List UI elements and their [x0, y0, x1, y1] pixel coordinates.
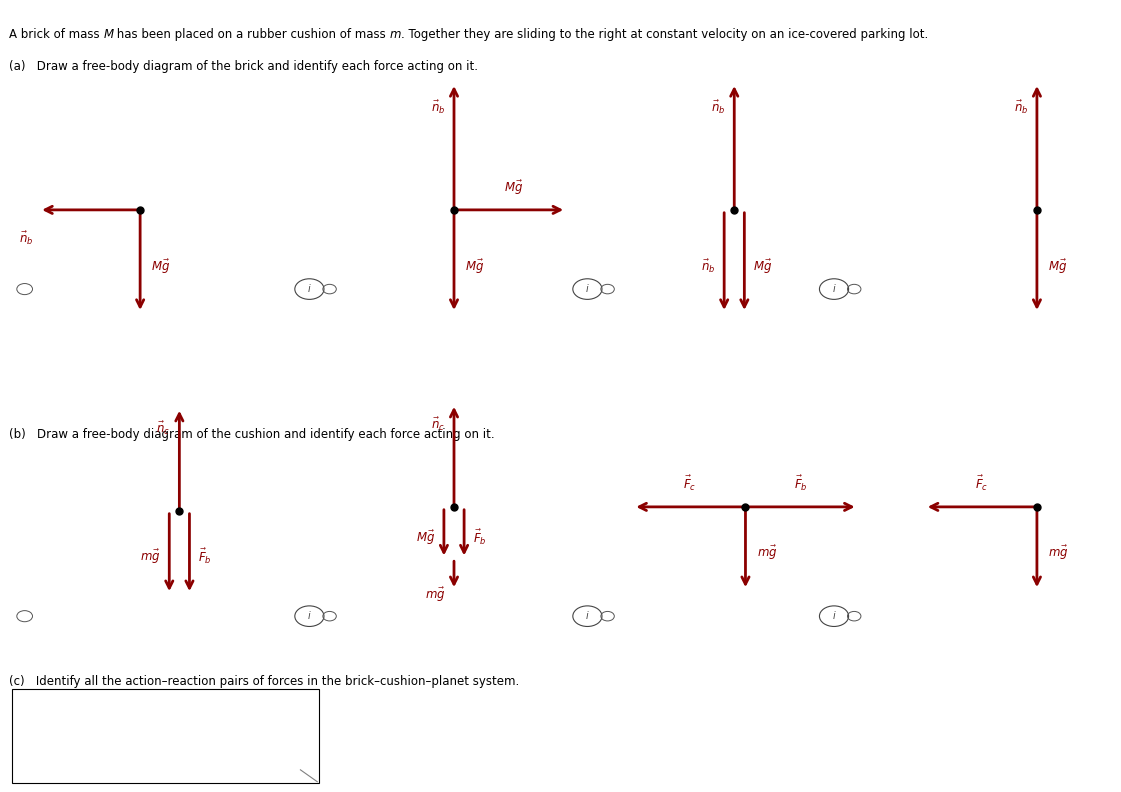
Text: $M\vec{g}$: $M\vec{g}$	[465, 257, 484, 276]
Text: $\vec{n}_b$: $\vec{n}_b$	[19, 230, 34, 247]
Text: $\vec{n}_b$: $\vec{n}_b$	[701, 258, 715, 275]
Text: $m\vec{g}$: $m\vec{g}$	[1048, 543, 1068, 562]
Text: A brick of mass: A brick of mass	[9, 28, 103, 40]
Text: (b)   Draw a free-body diagram of the cushion and identify each force acting on : (b) Draw a free-body diagram of the cush…	[9, 428, 494, 440]
FancyBboxPatch shape	[12, 689, 319, 783]
Text: has been placed on a rubber cushion of mass: has been placed on a rubber cushion of m…	[113, 28, 390, 40]
Text: $\vec{n}_c$: $\vec{n}_c$	[432, 416, 445, 433]
Text: $M\vec{g}$: $M\vec{g}$	[416, 529, 435, 546]
Text: $\vec{F}_b$: $\vec{F}_b$	[794, 474, 808, 493]
Text: $M\vec{g}$: $M\vec{g}$	[151, 257, 170, 276]
Text: $\vec{F}_b$: $\vec{F}_b$	[198, 547, 212, 566]
Text: $m\vec{g}$: $m\vec{g}$	[425, 586, 445, 604]
Text: i: i	[833, 284, 835, 294]
Text: i: i	[833, 611, 835, 621]
Text: M: M	[103, 28, 113, 40]
Text: m: m	[390, 28, 401, 40]
Text: i: i	[586, 611, 589, 621]
Text: $M\vec{g}$: $M\vec{g}$	[504, 179, 524, 197]
Text: $\vec{n}_b$: $\vec{n}_b$	[430, 99, 445, 116]
Text: i: i	[308, 284, 311, 294]
Text: $M\vec{g}$: $M\vec{g}$	[753, 257, 772, 276]
Text: i: i	[586, 284, 589, 294]
Text: $\vec{n}_b$: $\vec{n}_b$	[1013, 99, 1028, 116]
Text: $\vec{F}_b$: $\vec{F}_b$	[473, 528, 487, 547]
Text: (c)   Identify all the action–reaction pairs of forces in the brick–cushion–plan: (c) Identify all the action–reaction pai…	[9, 675, 519, 687]
Text: $\vec{F}_c$: $\vec{F}_c$	[975, 474, 988, 493]
Text: $\vec{F}_c$: $\vec{F}_c$	[684, 474, 696, 493]
Text: $\vec{n}_c$: $\vec{n}_c$	[157, 420, 170, 437]
Text: $m\vec{g}$: $m\vec{g}$	[140, 547, 160, 565]
Text: $m\vec{g}$: $m\vec{g}$	[757, 543, 777, 562]
Text: (a)   Draw a free-body diagram of the brick and identify each force acting on it: (a) Draw a free-body diagram of the bric…	[9, 60, 478, 73]
Text: $M\vec{g}$: $M\vec{g}$	[1048, 257, 1067, 276]
Text: $\vec{n}_b$: $\vec{n}_b$	[711, 99, 725, 116]
Text: i: i	[308, 611, 311, 621]
Text: . Together they are sliding to the right at constant velocity on an ice-covered : . Together they are sliding to the right…	[401, 28, 928, 40]
